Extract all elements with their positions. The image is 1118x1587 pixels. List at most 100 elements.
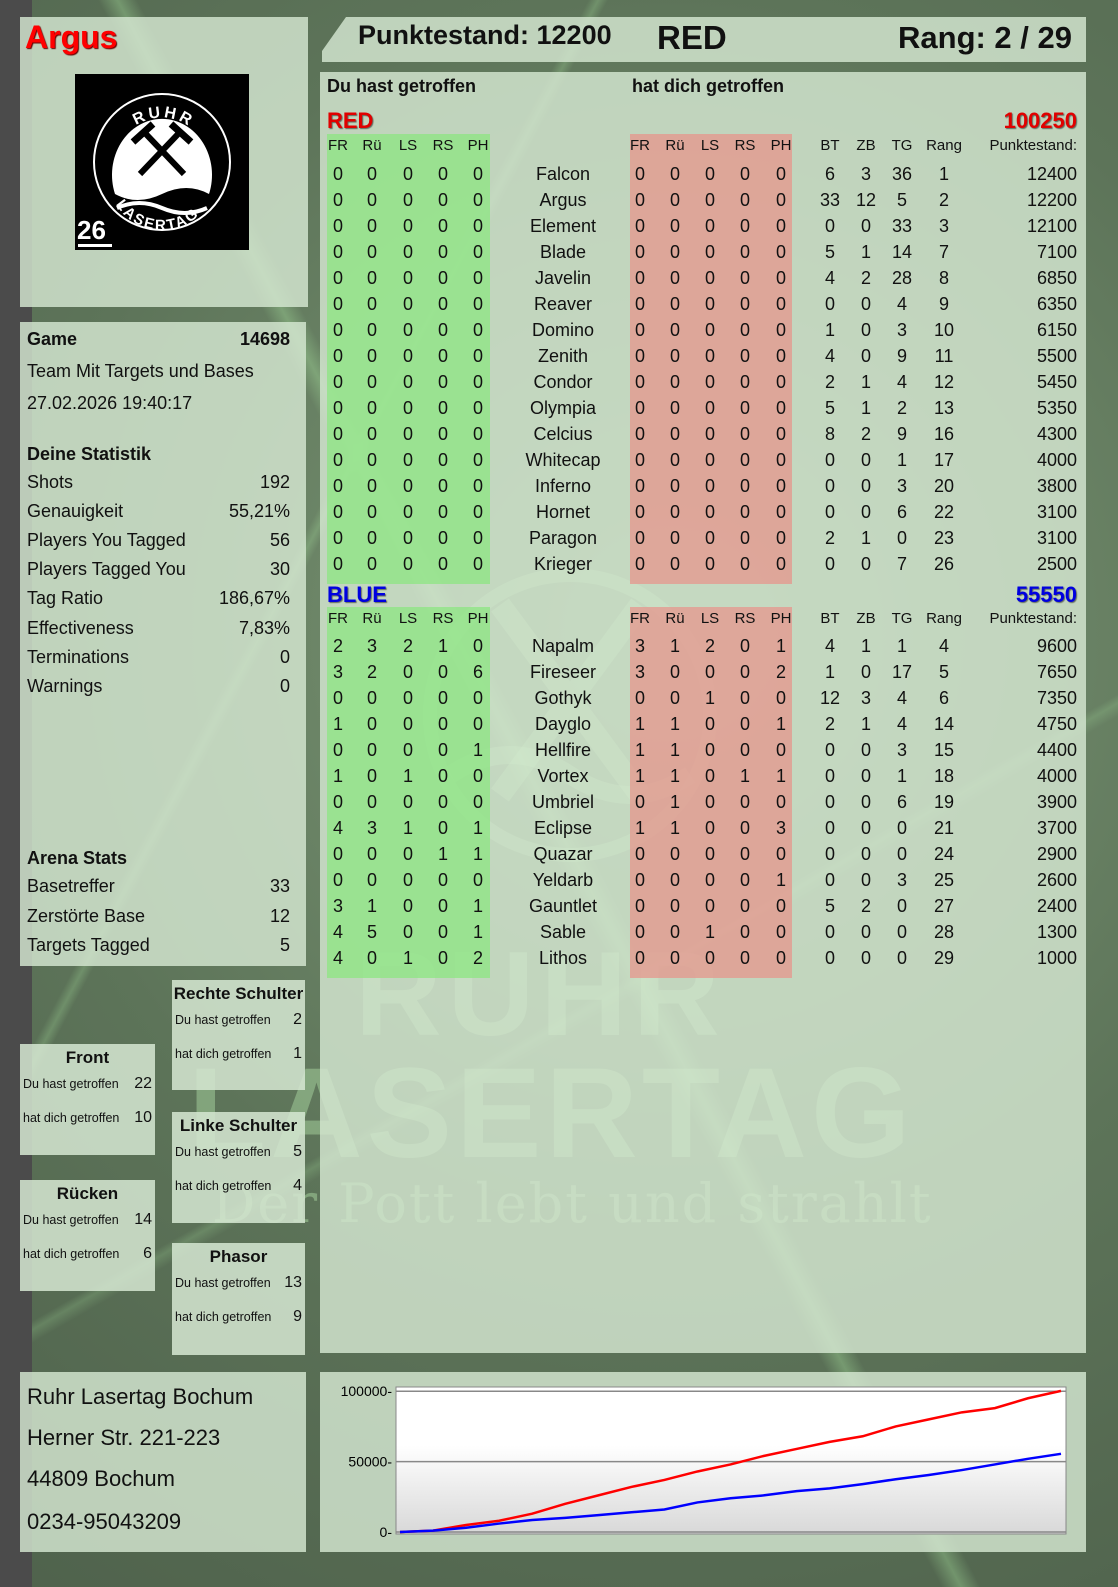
hit-you-value: 0 [634,320,645,340]
player-stat-value: 0 [860,922,871,942]
player-score: 4000 [1036,766,1077,786]
column-header: Rang [926,610,962,627]
hit-by-you-value: 0 [472,792,483,812]
player-score: 3800 [1036,476,1077,496]
address-phone: 0234-95043209 [27,1509,182,1534]
hit-you-value: 0 [739,636,750,656]
column-header: LS [398,610,418,627]
hit-by-you-value: 0 [332,844,343,864]
hit-by-you-value: 0 [402,688,413,708]
column-header: Punktestand: [989,610,1077,627]
column-header: PH [467,610,489,627]
hit-by-you-value: 0 [472,528,483,548]
hitbox-hit-label: Du hast getroffen [175,1013,271,1027]
player-stat-value: 3 [896,740,907,760]
hit-by-you-value: 0 [472,450,483,470]
player-stat-value: 0 [896,896,907,916]
hit-you-value: 0 [704,476,715,496]
hitbox-linke-schulter: Linke Schulter Du hast getroffen 5 hat dich… [172,1112,305,1223]
player-stat-value: 0 [824,844,835,864]
hit-by-you-value: 0 [332,554,343,574]
hit-you-value: 1 [669,740,680,760]
player-stat-value: 3 [860,688,871,708]
hitbox-ruecken: Rücken Du hast getroffen 14 hat dich getrof… [20,1180,155,1291]
hit-by-you-value: 0 [437,320,448,340]
hit-you-value: 1 [669,766,680,786]
hitbox-title: Rücken [56,1184,119,1203]
section-hit-you: hat dich getroffen [632,76,784,96]
hit-you-value: 3 [775,818,786,838]
player-row-name: Olympia [529,398,596,418]
player-stat-value: 0 [860,554,871,574]
hit-you-value: 0 [739,714,750,734]
hit-you-value: 0 [739,320,750,340]
player-stat-value: 0 [860,294,871,314]
stat-value: 7,83% [238,617,290,638]
hit-by-you-value: 0 [366,242,377,262]
hitbox-got-value: 9 [293,1308,302,1325]
player-stat-value: 28 [933,922,955,942]
hit-you-value: 0 [704,398,715,418]
column-header: ZB [856,137,876,154]
hit-you-value: 0 [739,948,750,968]
player-stat-value: 0 [860,320,871,340]
hit-by-you-value: 0 [366,528,377,548]
hit-by-you-value: 0 [472,688,483,708]
hit-you-value: 0 [739,190,750,210]
hit-by-you-value: 0 [437,818,448,838]
hitbox-hit-value: 22 [134,1075,152,1092]
arena-stat-label: Targets Tagged [27,935,150,955]
player-stat-value: 0 [824,740,835,760]
hit-you-value: 0 [669,528,680,548]
hit-you-value: 0 [775,424,786,444]
player-stat-value: 0 [860,948,871,968]
hit-you-value: 0 [775,688,786,708]
player-row-name: Gauntlet [528,896,598,916]
hit-by-you-value: 0 [402,320,413,340]
hit-by-you-value: 4 [332,818,343,838]
hitbox-hit-value: 2 [293,1011,302,1028]
hit-you-value: 0 [634,372,645,392]
player-score: 4400 [1036,740,1077,760]
hit-you-value: 0 [739,294,750,314]
stat-label: Tag Ratio [27,588,104,609]
hit-by-you-value: 0 [366,398,377,418]
player-stat-value: 1 [860,398,871,418]
hit-by-you-value: 0 [402,398,413,418]
hit-by-you-value: 0 [332,320,343,340]
hit-you-value: 0 [634,948,645,968]
player-stat-value: 2 [824,714,835,734]
stat-label: Effectiveness [27,617,134,638]
hit-you-value: 0 [634,554,645,574]
game-datetime: 27.02.2026 19:40:17 [27,393,193,413]
hit-you-value: 0 [739,398,750,418]
hit-you-value: 0 [634,792,645,812]
hit-you-value: 0 [704,528,715,548]
player-stat-value: 9 [938,294,949,314]
hit-by-you-value: 0 [472,398,483,418]
hit-you-value: 0 [775,476,786,496]
player-stat-value: 0 [824,818,835,838]
hit-you-value: 0 [704,450,715,470]
player-stat-value: 0 [824,948,835,968]
hit-by-you-value: 0 [437,450,448,470]
hit-by-you-value: 0 [366,450,377,470]
hit-by-you-value: 0 [472,554,483,574]
player-stat-value: 0 [824,450,835,470]
hit-by-you-value: 0 [472,164,483,184]
column-header: PH [770,137,792,154]
hit-by-you-value: 0 [366,740,377,760]
arena-stat-value: 33 [269,876,290,896]
hit-by-you-value: 0 [332,268,343,288]
hit-by-you-value: 0 [472,714,483,734]
player-stat-value: 3 [938,216,949,236]
hit-you-value: 0 [634,424,645,444]
hit-you-value: 0 [704,766,715,786]
hit-by-you-value: 0 [402,268,413,288]
player-stat-value: 6 [824,164,835,184]
hit-you-value: 0 [775,346,786,366]
hit-by-you-value: 0 [472,502,483,522]
hit-you-value: 0 [775,740,786,760]
player-stat-value: 15 [933,740,955,760]
hit-by-you-value: 0 [402,714,413,734]
